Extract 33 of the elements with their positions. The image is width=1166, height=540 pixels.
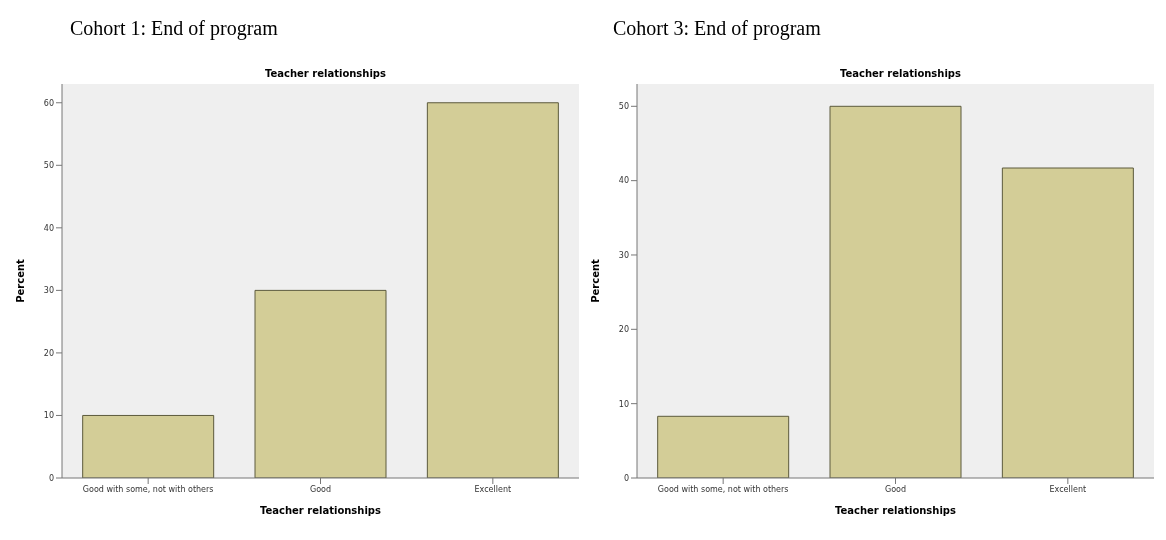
- y-tick-label: 20: [618, 325, 629, 335]
- y-tick-label: 50: [43, 161, 54, 171]
- bar: [657, 415, 790, 478]
- chart-subtitle: Teacher relationships: [264, 68, 387, 81]
- x-axis-title: Teacher relationships: [835, 505, 957, 516]
- y-tick-label: 10: [618, 399, 629, 409]
- bar: [829, 105, 962, 478]
- y-tick-label: 30: [618, 250, 629, 260]
- bar: [82, 414, 215, 478]
- x-tick-label: Good: [884, 484, 907, 494]
- y-tick-label: 50: [618, 102, 629, 112]
- y-tick-label: 0: [623, 473, 629, 483]
- bar: [254, 289, 387, 478]
- x-tick-label: Excellent: [1049, 484, 1087, 494]
- y-tick-label: 40: [618, 176, 629, 186]
- bar: [1001, 167, 1134, 478]
- y-tick-label: 10: [43, 411, 54, 421]
- y-axis-title: Percent: [589, 258, 601, 303]
- x-tick-label: Excellent: [474, 484, 512, 494]
- x-tick-label: Good with some, not with others: [82, 484, 214, 494]
- x-tick-label: Good with some, not with others: [657, 484, 789, 494]
- y-tick-label: 30: [43, 286, 54, 296]
- bar: [426, 102, 559, 478]
- x-tick-label: Good: [309, 484, 332, 494]
- x-axis-title: Teacher relationships: [260, 505, 382, 516]
- y-tick-label: 20: [43, 348, 54, 358]
- y-axis-title: Percent: [14, 258, 26, 303]
- chart-title: Cohort 1: End of program: [69, 16, 279, 42]
- chart-subtitle: Teacher relationships: [839, 68, 962, 81]
- y-tick-label: 60: [43, 98, 54, 108]
- y-tick-label: 0: [48, 473, 54, 483]
- y-tick-label: 40: [43, 223, 54, 233]
- chart-title: Cohort 3: End of program: [612, 16, 822, 42]
